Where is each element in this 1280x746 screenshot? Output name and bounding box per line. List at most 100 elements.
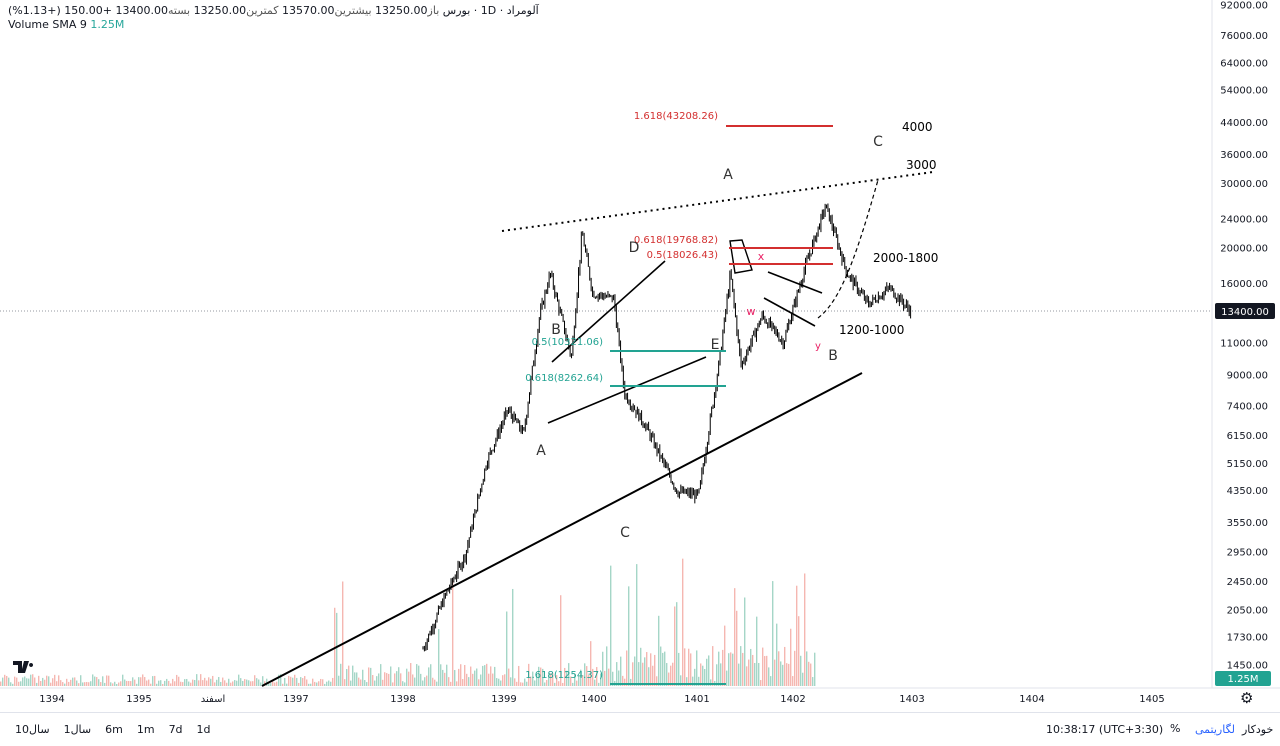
time-tick-label: 1400 [581, 694, 606, 705]
small-wedge[interactable] [729, 239, 753, 274]
volume-bar [570, 676, 572, 686]
volume-bar [4, 674, 6, 686]
volume-bar [160, 680, 162, 686]
range-1y-button[interactable]: 1سال [63, 723, 92, 736]
wave-label-e: E [711, 337, 720, 353]
range-10y-button[interactable]: 10سال [15, 723, 50, 736]
volume-bar [106, 675, 108, 686]
percent-toggle[interactable]: % [1170, 722, 1181, 735]
volume-bar [140, 677, 142, 686]
volume-bar [550, 673, 552, 686]
range-7d-button[interactable]: 7d [168, 723, 183, 736]
volume-bar [630, 678, 632, 686]
volume-bar [342, 581, 344, 686]
volume-bar [134, 679, 136, 686]
volume-bar [486, 663, 488, 686]
volume-bar [786, 663, 788, 686]
tradingview-logo-icon[interactable] [12, 658, 40, 678]
volume-bar [348, 665, 350, 686]
volume-bar [790, 628, 792, 686]
volume-bar [782, 664, 784, 686]
volume-bar [30, 674, 32, 686]
price-chart[interactable]: 1.618(43208.26) 0.618(19768.82) 0.5(1802… [0, 0, 1280, 712]
close-label: بسته [167, 4, 191, 17]
volume-label[interactable]: Volume SMA 9 [8, 18, 87, 31]
volume-bar [468, 677, 470, 686]
interval: 1D [480, 4, 497, 17]
price-tick-label: 64000.00 [1220, 58, 1268, 69]
volume-bar [284, 677, 286, 686]
auto-scale-toggle[interactable]: خودکار [1242, 723, 1274, 736]
time-axis[interactable]: 1394 1395 اسفند 1397 1398 1399 1400 1401 1402 140… [39, 694, 1164, 705]
volume-bar [752, 654, 754, 686]
channel-lower-line[interactable] [763, 297, 816, 327]
clock[interactable]: 10:38:17 (UTC+3:30) [1046, 723, 1164, 736]
volume-bar [328, 680, 330, 686]
volume-bar [54, 674, 56, 686]
volume-bar [206, 680, 208, 686]
time-tick-label: 1404 [1019, 694, 1044, 705]
volume-bar [700, 663, 702, 686]
volume-bar [10, 682, 12, 686]
price-tick-label: 20000.00 [1220, 243, 1268, 254]
volume-bar [150, 683, 152, 686]
volume-bar [238, 674, 240, 686]
channel-upper-line[interactable] [767, 271, 823, 294]
volume-bar [686, 677, 688, 686]
volume-bar [218, 676, 220, 686]
volume-bar [248, 680, 250, 686]
volume-bar [40, 680, 42, 686]
volume-bar [260, 682, 262, 686]
projection-path[interactable] [817, 179, 879, 319]
price-tick-label: 1730.00 [1227, 632, 1268, 643]
volume-bar [310, 683, 312, 686]
volume-bar [668, 672, 670, 686]
wave-label-y: y [815, 341, 821, 352]
volume-bar [594, 679, 596, 686]
volume-bar [382, 679, 384, 686]
volume-bar [406, 668, 408, 686]
volume-bar [180, 681, 182, 686]
log-scale-toggle[interactable]: لگاریتمی [1195, 723, 1235, 736]
low-label: کمترین [246, 4, 279, 17]
time-tick-label: 1405 [1139, 694, 1164, 705]
volume-bar [44, 679, 46, 686]
volume-bar [422, 680, 424, 686]
volume-bar [192, 679, 194, 686]
triangle-lower-line[interactable] [547, 356, 707, 424]
last-volume-tag-text: 1.25M [1228, 674, 1259, 685]
main-support-trendline[interactable] [261, 372, 863, 687]
volume-bar [516, 681, 518, 686]
range-1d-button[interactable]: 1d [196, 723, 211, 736]
change-value: +150.00 (+1.13%) [8, 4, 112, 17]
volume-bar [500, 680, 502, 686]
last-price-tag [1215, 303, 1275, 319]
volume-bar [414, 677, 416, 686]
triangle-upper-line[interactable] [551, 260, 666, 363]
volume-bar [220, 681, 222, 686]
volume-bar [608, 668, 610, 686]
gear-icon[interactable]: ⚙ [1240, 689, 1254, 707]
volume-bar [444, 672, 446, 686]
resistance-dotted-trendline[interactable] [501, 171, 934, 232]
volume-bar [620, 656, 622, 686]
volume-bar [90, 681, 92, 686]
price-tick-label: 5150.00 [1227, 459, 1268, 470]
ohlc-row: آلومراد · 1D · بورس باز13250.00 بیشترین1… [8, 4, 539, 17]
time-tick-label: 1401 [684, 694, 709, 705]
volume-bar [618, 670, 620, 686]
volume-row: Volume SMA 9 1.25M [8, 18, 539, 32]
price-axis[interactable]: 92000.00 76000.00 64000.00 54000.00 44000.00… [1220, 1, 1268, 672]
volume-bar [622, 675, 624, 686]
volume-bar [524, 678, 526, 686]
volume-bar [492, 673, 494, 686]
volume-bar [558, 681, 560, 686]
volume-bar [446, 664, 448, 686]
volume-bar [6, 675, 8, 686]
range-6m-button[interactable]: 6m [105, 723, 123, 736]
volume-bar [336, 612, 338, 686]
symbol-name[interactable]: آلومراد [506, 4, 539, 17]
range-1m-button[interactable]: 1m [136, 723, 155, 736]
volume-bar [504, 674, 506, 686]
volume-bar [474, 670, 476, 686]
